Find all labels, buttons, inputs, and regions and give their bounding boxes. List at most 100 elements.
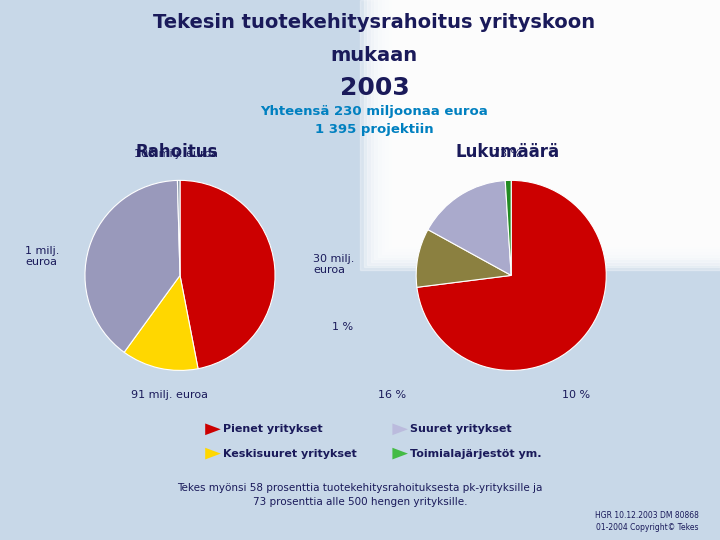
Bar xyxy=(612,0,720,81)
Bar xyxy=(493,0,720,170)
Text: mukaan: mukaan xyxy=(330,46,418,65)
Bar xyxy=(590,0,720,97)
Bar xyxy=(367,0,720,265)
Bar xyxy=(378,0,720,256)
Bar xyxy=(547,0,720,130)
Bar xyxy=(428,0,720,219)
Bar xyxy=(482,0,720,178)
Text: 91 milj. euroa: 91 milj. euroa xyxy=(131,390,207,400)
Bar xyxy=(652,0,720,51)
Bar xyxy=(371,0,720,262)
Bar xyxy=(446,0,720,205)
Bar xyxy=(382,0,720,254)
Wedge shape xyxy=(416,230,511,287)
Bar xyxy=(623,0,720,73)
Bar xyxy=(619,0,720,76)
Bar xyxy=(407,0,720,235)
Bar xyxy=(558,0,720,122)
Bar xyxy=(608,0,720,84)
Bar xyxy=(713,0,720,5)
Bar xyxy=(616,0,720,78)
Text: Tekesin tuotekehitysrahoitus yrityskoon: Tekesin tuotekehitysrahoitus yrityskoon xyxy=(153,14,595,32)
Wedge shape xyxy=(124,275,198,370)
Bar xyxy=(392,0,720,246)
Bar xyxy=(439,0,720,211)
Bar xyxy=(688,0,720,24)
Bar xyxy=(454,0,720,200)
Bar xyxy=(414,0,720,230)
Bar xyxy=(385,0,720,251)
Bar xyxy=(709,0,720,8)
Bar xyxy=(472,0,720,186)
Bar xyxy=(486,0,720,176)
Wedge shape xyxy=(428,180,511,275)
Bar xyxy=(594,0,720,94)
Text: Keskisuuret yritykset: Keskisuuret yritykset xyxy=(223,449,357,458)
Bar xyxy=(497,0,720,167)
Bar xyxy=(580,0,720,105)
Bar xyxy=(403,0,720,238)
Bar xyxy=(634,0,720,65)
Bar xyxy=(695,0,720,19)
Wedge shape xyxy=(417,180,606,370)
Bar xyxy=(666,0,720,40)
Bar xyxy=(364,0,720,267)
Bar xyxy=(479,0,720,181)
Bar xyxy=(533,0,720,140)
Text: Lukumäärä: Lukumäärä xyxy=(456,143,559,161)
Wedge shape xyxy=(177,180,180,275)
Bar xyxy=(410,0,720,232)
Wedge shape xyxy=(85,180,180,352)
Bar xyxy=(587,0,720,100)
Bar xyxy=(522,0,720,148)
Text: Rahoitus: Rahoitus xyxy=(135,143,217,161)
Bar xyxy=(554,0,720,124)
Bar xyxy=(450,0,720,202)
Bar xyxy=(680,0,720,30)
Bar xyxy=(457,0,720,197)
Bar xyxy=(464,0,720,192)
Bar xyxy=(475,0,720,184)
Text: HGR 10.12.2003 DM 80868
01-2004 Copyright© Tekes: HGR 10.12.2003 DM 80868 01-2004 Copyrigh… xyxy=(595,511,698,532)
Bar xyxy=(389,0,720,248)
Bar xyxy=(576,0,720,108)
Bar xyxy=(540,0,720,135)
Bar xyxy=(468,0,720,189)
Text: Pienet yritykset: Pienet yritykset xyxy=(223,424,323,434)
Bar xyxy=(572,0,720,111)
Bar xyxy=(518,0,720,151)
Bar xyxy=(641,0,720,59)
Text: Suuret yritykset: Suuret yritykset xyxy=(410,424,512,434)
Bar xyxy=(436,0,720,213)
Bar xyxy=(443,0,720,208)
Bar xyxy=(673,0,720,35)
Bar xyxy=(551,0,720,127)
Bar xyxy=(583,0,720,103)
Bar xyxy=(526,0,720,146)
Bar xyxy=(432,0,720,216)
Wedge shape xyxy=(505,180,511,275)
Bar xyxy=(508,0,720,159)
Bar xyxy=(626,0,720,70)
Bar xyxy=(360,0,720,270)
Bar xyxy=(598,0,720,92)
Bar xyxy=(670,0,720,38)
Bar xyxy=(400,0,720,240)
Bar xyxy=(515,0,720,154)
Bar xyxy=(702,0,720,14)
Bar xyxy=(648,0,720,54)
Bar xyxy=(684,0,720,27)
Bar xyxy=(490,0,720,173)
Text: Yhteensä 230 miljoonaa euroa
1 395 projektiin: Yhteensä 230 miljoonaa euroa 1 395 proje… xyxy=(261,105,488,136)
Text: 1 %: 1 % xyxy=(332,322,353,332)
Bar xyxy=(659,0,720,46)
Bar xyxy=(374,0,720,259)
Bar xyxy=(691,0,720,22)
Text: 10 %: 10 % xyxy=(562,390,590,400)
Bar xyxy=(662,0,720,43)
Bar xyxy=(698,0,720,16)
Bar xyxy=(565,0,720,116)
Text: Toimialajärjestöt ym.: Toimialajärjestöt ym. xyxy=(410,449,542,458)
Text: Tekes myönsi 58 prosenttia tuotekehitysrahoituksesta pk-yrityksille ja
73 prosen: Tekes myönsi 58 prosenttia tuotekehitysr… xyxy=(177,483,543,507)
Bar xyxy=(425,0,720,221)
